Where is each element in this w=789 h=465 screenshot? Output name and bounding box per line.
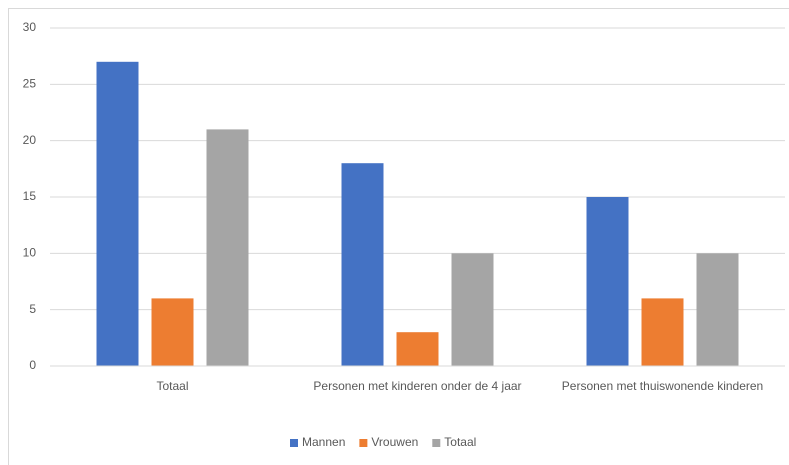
legend-label: Vrouwen (371, 435, 418, 449)
legend-swatch (290, 439, 298, 447)
legend-label: Mannen (302, 435, 345, 449)
x-tick-label: Personen met kinderen onder de 4 jaar (313, 379, 522, 393)
bar (396, 332, 439, 366)
y-tick-label: 30 (23, 20, 37, 34)
y-tick-label: 0 (29, 358, 36, 372)
legend-swatch (432, 439, 441, 447)
bar (206, 129, 249, 366)
legend-swatch (359, 439, 368, 447)
x-tick-label: Totaal (156, 379, 189, 393)
legend-label: Totaal (444, 435, 476, 449)
bar (641, 298, 684, 366)
y-tick-label: 10 (23, 246, 37, 260)
bar (696, 253, 739, 366)
bar (586, 197, 629, 366)
y-tick-label: 5 (29, 302, 36, 316)
bar (341, 163, 384, 366)
x-tick-label: Personen met thuiswonende kinderen (561, 379, 764, 393)
y-tick-label: 25 (23, 77, 37, 91)
chart-border (8, 8, 789, 465)
y-tick-label: 20 (23, 133, 37, 147)
bar (451, 253, 494, 366)
bar (96, 61, 139, 367)
y-tick-label: 15 (23, 189, 37, 203)
bar (151, 298, 194, 366)
